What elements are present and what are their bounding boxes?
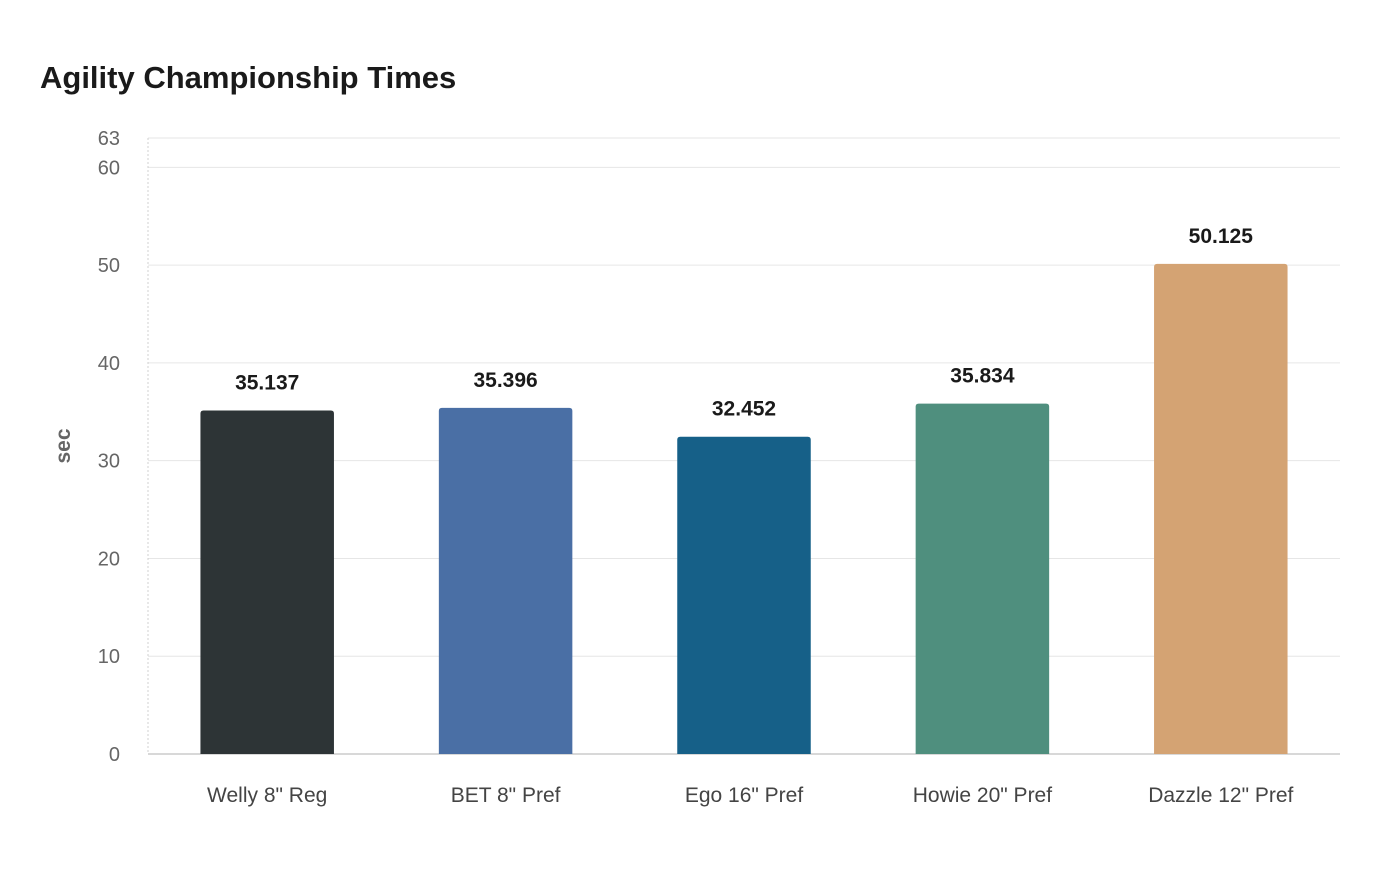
bar-value-label: 35.396 — [473, 369, 537, 392]
bar-3 — [915, 403, 1050, 754]
y-tick-label: 20 — [98, 548, 120, 570]
x-category-label: BET 8" Pref — [451, 784, 561, 807]
bar-value-label: 50.125 — [1189, 225, 1254, 248]
bar-value-label: 35.137 — [235, 371, 299, 394]
bar-0 — [200, 410, 334, 754]
y-tick-label: 0 — [109, 744, 120, 766]
x-category-label: Ego 16" Pref — [685, 784, 804, 807]
bar-4 — [1154, 263, 1288, 754]
y-axis-title: sec — [52, 428, 75, 463]
x-category-label: Howie 20" Pref — [913, 784, 1053, 807]
bar-1 — [438, 407, 573, 754]
y-tick-label: 60 — [98, 157, 120, 179]
labels: 0 10 20 30 40 50 60 63 sec 35.137 Welly 8" Reg 35.3… — [52, 128, 1294, 807]
y-tick-label: 50 — [98, 255, 120, 277]
bars — [200, 263, 1288, 754]
chart-title: Agility Championship Times — [40, 60, 457, 95]
bar-value-label: 35.834 — [950, 365, 1015, 388]
y-tick-label: 10 — [98, 646, 120, 668]
y-tick-label: 40 — [98, 353, 120, 375]
x-category-label: Welly 8" Reg — [207, 784, 327, 807]
bar-2 — [677, 436, 811, 754]
x-category-label: Dazzle 12" Pref — [1148, 784, 1293, 807]
bar-value-label: 32.452 — [712, 398, 776, 421]
y-tick-label: 63 — [98, 128, 120, 150]
y-tick-label: 30 — [98, 451, 120, 473]
